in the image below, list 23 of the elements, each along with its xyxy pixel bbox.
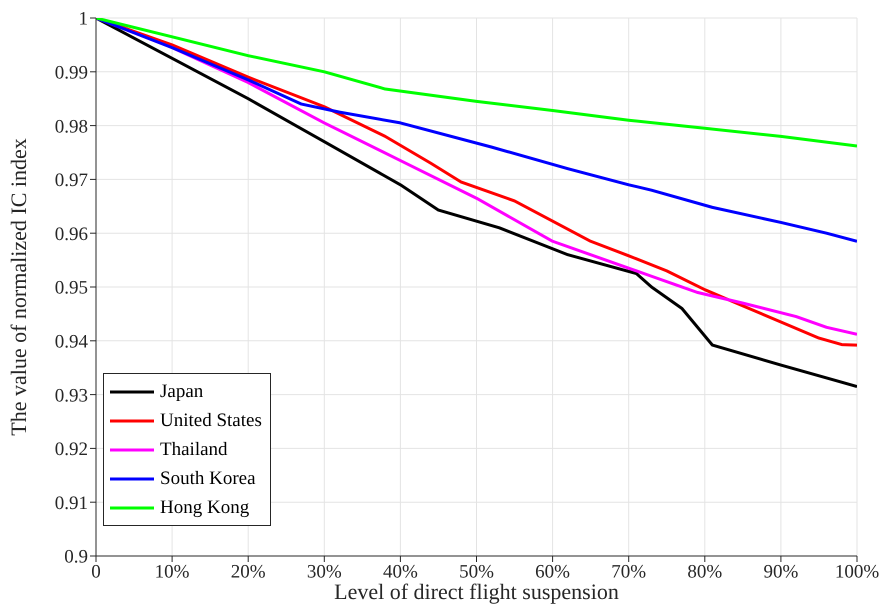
- y-tick-label: 0.96: [54, 224, 88, 245]
- y-tick-label: 0.93: [54, 385, 88, 406]
- legend-label: South Korea: [160, 468, 256, 490]
- y-tick-label: 0.98: [54, 116, 88, 138]
- legend-label: United States: [160, 410, 262, 432]
- y-tick-label: 1: [78, 8, 88, 30]
- legend-label: Japan: [160, 380, 204, 402]
- y-tick-label: 0.91: [54, 492, 88, 514]
- y-tick-label: 0.94: [54, 332, 88, 353]
- x-tick-label: 20%: [230, 561, 266, 582]
- legend-label: Thailand: [160, 438, 228, 460]
- x-tick-label: 100%: [834, 561, 880, 582]
- x-tick-label: 10%: [154, 561, 190, 582]
- y-tick-label: 0.95: [54, 278, 88, 299]
- x-tick-label: 90%: [763, 561, 798, 582]
- x-tick-label: 80%: [687, 561, 722, 582]
- x-tick-label: 0: [91, 561, 101, 582]
- legend-label: Hong Kong: [160, 496, 250, 518]
- y-tick-label: 0.97: [54, 170, 88, 192]
- y-tick-label: 0.92: [54, 439, 88, 460]
- y-tick-label: 0.9: [64, 546, 88, 568]
- y-tick-label: 0.99: [54, 62, 88, 84]
- y-axis-title: The value of normalized IC index: [6, 138, 31, 436]
